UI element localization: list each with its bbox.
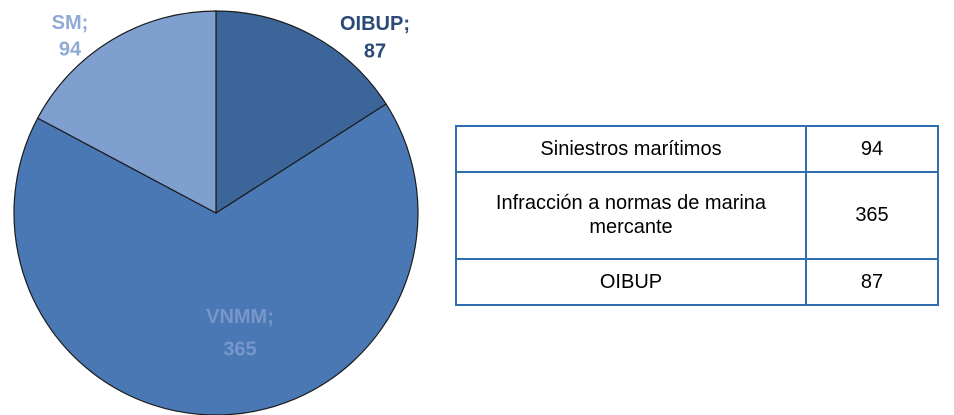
separator: ;: [403, 13, 410, 35]
category-name: SM: [52, 12, 82, 34]
pie-slice: [215, 10, 387, 215]
data-value: 365: [223, 338, 256, 360]
separator: ;: [82, 12, 89, 34]
separator: ;: [267, 306, 274, 328]
table-row: Siniestros marítimos 94: [455, 125, 939, 173]
label-cell: Infracción a normas de marina mercante: [455, 170, 807, 261]
count-cell: 94: [805, 125, 939, 173]
data-label: OIBUP;: [340, 13, 410, 35]
table-row: Infracción a normas de marina mercante 36…: [455, 170, 939, 261]
data-value: 87: [364, 40, 386, 62]
pie-slice: [36, 10, 217, 214]
count-cell: 365: [805, 170, 939, 261]
table-row: OIBUP 87: [455, 258, 939, 306]
data-label: VNMM;: [206, 306, 274, 328]
data-label: SM;: [52, 12, 89, 34]
count-cell: 87: [805, 258, 939, 306]
label-cell: Siniestros marítimos: [455, 125, 807, 173]
category-name: OIBUP: [340, 13, 403, 35]
category-name: VNMM: [206, 306, 267, 328]
data-value: 94: [59, 38, 82, 60]
summary-table: Siniestros marítimos 94 Infracción a norma…: [455, 125, 939, 306]
label-cell: OIBUP: [455, 258, 807, 306]
